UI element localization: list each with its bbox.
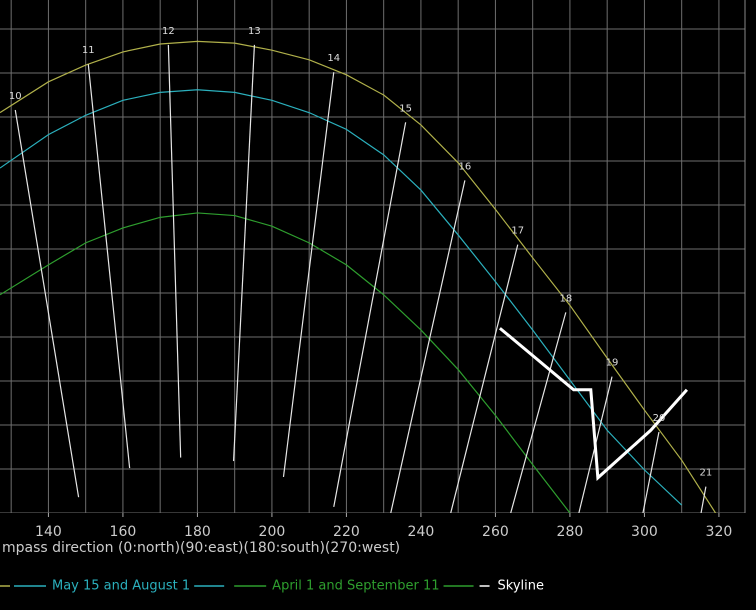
hour-line	[642, 431, 660, 513]
x-tick-label: 260	[482, 524, 509, 540]
x-axis-label: mpass direction (0:north)(90:east)(180:s…	[2, 540, 400, 556]
x-tick-label: 300	[631, 524, 658, 540]
hour-label: 15	[399, 103, 412, 114]
hour-line	[700, 486, 707, 513]
hour-label: 13	[248, 26, 261, 37]
hour-line	[450, 244, 519, 513]
x-tick-label: 200	[259, 524, 286, 540]
legend-label: April 1 and September 11	[272, 579, 439, 594]
plot-area	[0, 0, 745, 513]
hour-line	[87, 64, 131, 469]
hour-line	[333, 122, 407, 507]
hour-label: 17	[511, 226, 524, 237]
hour-line	[14, 109, 80, 498]
skyline	[498, 327, 689, 481]
x-tick-label: 180	[184, 524, 211, 540]
hour-label: 12	[162, 26, 175, 37]
hour-label: 18	[559, 293, 572, 304]
hour-line	[282, 72, 335, 477]
sun-path-line	[0, 212, 571, 513]
hour-label: 10	[9, 91, 22, 102]
x-tick-label: 220	[333, 524, 360, 540]
x-tick-label: 240	[408, 524, 435, 540]
sun-path-line	[0, 40, 717, 513]
hour-label: 21	[700, 468, 713, 479]
hour-line	[167, 44, 182, 458]
legend-label: Skyline	[498, 579, 544, 594]
hour-label: 16	[459, 161, 472, 172]
legend-label: May 15 and August 1	[52, 579, 190, 594]
hour-line	[510, 312, 567, 513]
hour-label: 19	[606, 358, 619, 369]
hour-label: 11	[82, 45, 95, 56]
sun-path-line	[0, 89, 683, 506]
x-tick-label: 160	[110, 524, 137, 540]
hour-line	[390, 180, 466, 513]
x-tick-label: 320	[706, 524, 733, 540]
x-tick-label: 280	[557, 524, 584, 540]
hour-label: 20	[653, 413, 666, 424]
x-tick-label: 140	[35, 524, 62, 540]
hour-line	[232, 44, 256, 462]
hour-label: 14	[327, 53, 340, 64]
